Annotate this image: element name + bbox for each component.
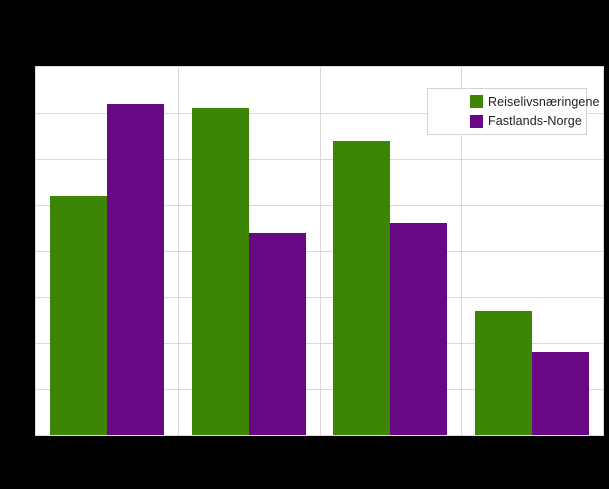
- vertical-gridline: [319, 67, 321, 435]
- vertical-gridline: [177, 67, 179, 435]
- legend-item-reiselivsnaeringene: Reiselivsnæringene: [470, 92, 599, 112]
- bar-series2-group1: [106, 103, 164, 435]
- legend: Reiselivsnæringene Fastlands-Norge: [427, 88, 599, 135]
- legend-item-fastlands-norge: Fastlands-Norge: [470, 112, 582, 132]
- bar-series1-group2: [191, 108, 249, 435]
- bar-series1-group1: [49, 195, 107, 435]
- legend-label-reiselivsnaeringene: Reiselivsnæringene: [488, 94, 600, 109]
- bar-series1-group4: [475, 310, 533, 435]
- green-square-swatch-icon: [470, 95, 483, 109]
- legend-label-fastlands-norge: Fastlands-Norge: [488, 114, 582, 129]
- bar-series2-group4: [532, 352, 590, 435]
- plot-area: Reiselivsnæringene Fastlands-Norge: [35, 66, 604, 436]
- bar-series1-group3: [333, 140, 391, 435]
- vertical-gridline: [461, 67, 463, 435]
- purple-square-swatch-icon: [470, 114, 483, 128]
- bar-series2-group3: [390, 223, 448, 435]
- bar-series2-group2: [248, 232, 306, 435]
